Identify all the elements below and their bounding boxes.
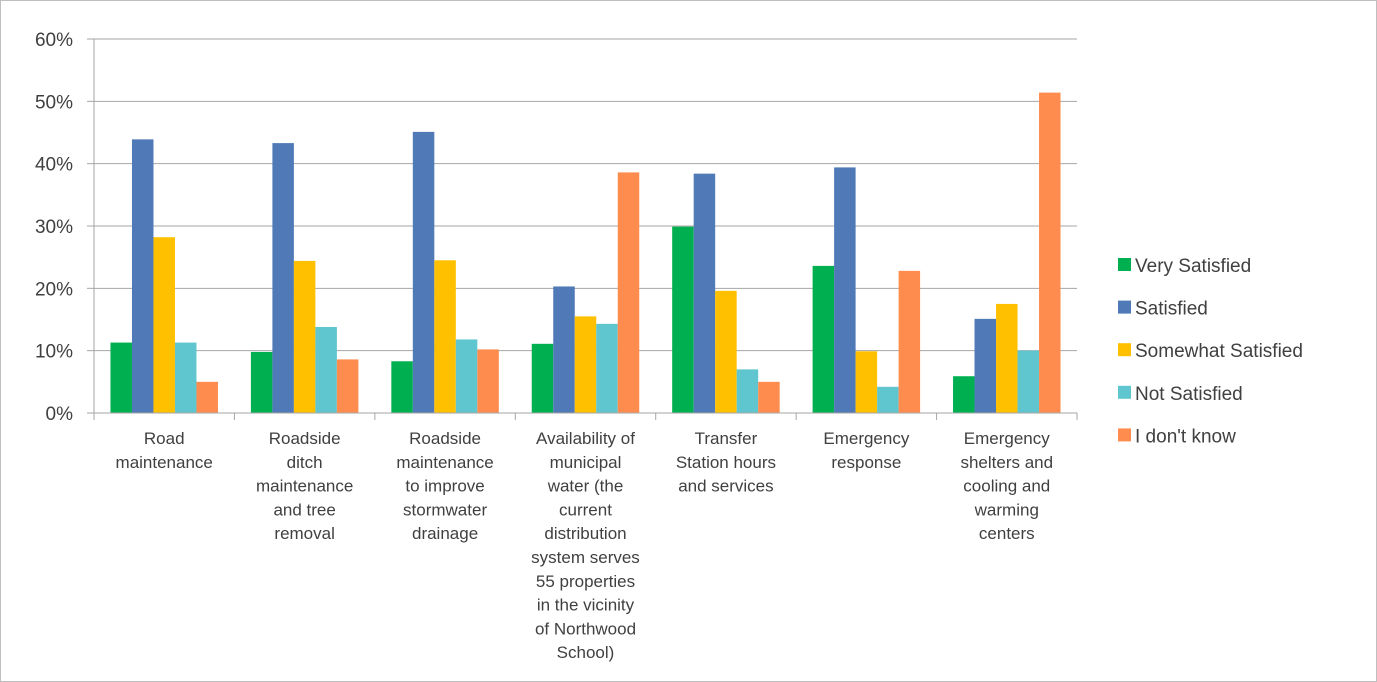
x-category-label-line: current <box>559 500 612 519</box>
x-category-label: Transfer Station hours and services <box>676 429 776 496</box>
bars <box>110 92 1061 414</box>
bar <box>1017 350 1040 413</box>
bar <box>174 342 197 413</box>
bar <box>596 323 618 413</box>
bar <box>996 303 1018 413</box>
y-tick-label: 40% <box>35 155 73 176</box>
bar <box>455 339 478 413</box>
bar <box>877 386 899 413</box>
bar <box>131 139 154 413</box>
x-category-label-line: Transfer <box>695 429 758 448</box>
bar <box>110 342 132 413</box>
bar <box>1039 92 1061 414</box>
x-category-label-line: drainage <box>412 524 478 543</box>
bar <box>574 316 597 413</box>
x-category-label-line: warming <box>974 500 1039 519</box>
x-category-label-line: Emergency <box>823 429 909 448</box>
x-category-label-line: and services <box>678 477 773 496</box>
x-category-label-line: centers <box>979 524 1035 543</box>
x-category-label: Roadside maintenance to improve stormwater d… <box>396 429 493 543</box>
bar <box>477 349 499 413</box>
legend-swatch <box>1118 300 1131 314</box>
legend-label: Not Satisfied <box>1135 384 1243 405</box>
bar <box>953 376 975 413</box>
x-category-label-line: maintenance <box>396 453 493 472</box>
x-category-label-line: system serves <box>531 548 640 567</box>
legend-label: Somewhat Satisfied <box>1135 341 1303 362</box>
bar <box>531 343 554 413</box>
x-category-label-line: Roadside <box>269 429 341 448</box>
bar <box>672 226 694 413</box>
gridlines <box>94 38 1077 352</box>
bar <box>293 260 316 413</box>
y-tick-label: 60% <box>35 30 73 51</box>
bar <box>898 270 921 413</box>
legend-swatch <box>1118 428 1131 442</box>
legend-label: Satisfied <box>1135 299 1208 320</box>
y-tick-label: 20% <box>35 279 73 300</box>
x-category-label-line: municipal <box>550 453 622 472</box>
bar <box>272 143 294 413</box>
x-category-label-line: Roadside <box>409 429 481 448</box>
y-tick-label: 50% <box>35 92 73 113</box>
bar <box>153 237 175 413</box>
bar <box>336 359 359 413</box>
legend-label: I don't know <box>1135 426 1236 447</box>
axes: 0%10%20%30%40%50%60%Road maintenanceRoads… <box>35 30 1078 662</box>
legend: Very Satisfied Satisfied Somewhat Satisfie… <box>1118 256 1303 447</box>
x-category-label: Roadside ditch maintenance and tree removal <box>256 429 353 543</box>
x-category-label: Emergency shelters and cooling and warming c… <box>960 429 1053 543</box>
bar <box>315 326 337 413</box>
x-category-label: Road maintenance <box>116 429 213 472</box>
x-category-label-line: Station hours <box>676 453 776 472</box>
legend-label: Very Satisfied <box>1135 256 1251 277</box>
legend-swatch <box>1118 258 1131 271</box>
legend-swatch <box>1118 343 1131 357</box>
bar <box>758 381 780 413</box>
x-category-label-line: shelters and <box>960 453 1053 472</box>
x-category-label-line: Availability of <box>536 429 635 448</box>
x-category-label-line: maintenance <box>116 453 213 472</box>
x-category-label-line: 55 properties <box>536 572 635 591</box>
x-category-label-line: water (the <box>547 477 624 496</box>
x-category-label-line: and tree <box>273 500 335 519</box>
x-category-label-line: cooling and <box>963 477 1050 496</box>
x-category-label: Availability of municipal water (the curren… <box>531 429 640 662</box>
x-category-label-line: Road <box>144 429 185 448</box>
bar <box>693 173 716 413</box>
bar <box>434 260 456 413</box>
x-category-label-line: distribution <box>544 524 626 543</box>
bar <box>250 351 273 413</box>
bar <box>553 286 575 413</box>
bar <box>834 167 856 413</box>
y-tick-label: 0% <box>46 404 74 425</box>
x-category-label-line: School) <box>557 643 615 662</box>
bar <box>855 351 878 413</box>
y-tick-label: 10% <box>35 342 73 363</box>
x-category-label-line: to improve <box>405 477 484 496</box>
x-category-label-line: response <box>831 453 901 472</box>
x-category-label-line: in the vicinity <box>537 596 635 615</box>
bar <box>391 361 413 413</box>
bar <box>715 290 737 413</box>
bar <box>617 172 640 413</box>
legend-swatch <box>1118 385 1131 399</box>
y-tick-label: 30% <box>35 217 73 238</box>
x-category-label-line: maintenance <box>256 477 353 496</box>
x-category-label-line: Emergency <box>964 429 1050 448</box>
x-category-label-line: removal <box>274 524 334 543</box>
bar <box>974 318 997 413</box>
bar <box>196 381 218 413</box>
x-category-label-line: ditch <box>287 453 323 472</box>
bar <box>412 131 435 414</box>
x-category-label: Emergency response <box>823 429 909 472</box>
x-category-label-line: stormwater <box>403 500 487 519</box>
bar <box>736 369 759 413</box>
x-category-label-line: of Northwood <box>535 619 636 638</box>
bar <box>812 265 835 413</box>
